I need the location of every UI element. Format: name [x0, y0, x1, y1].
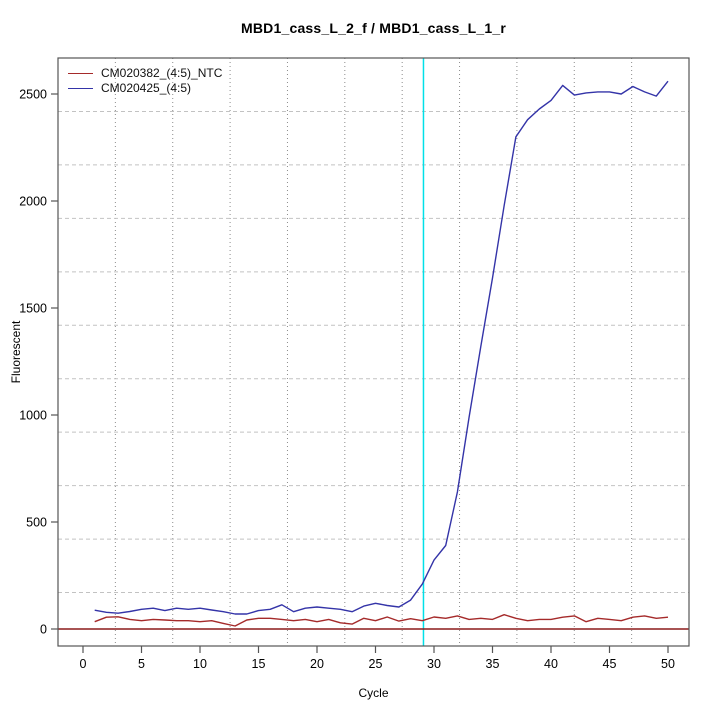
- legend-label-sample: CM020425_(4:5): [101, 81, 192, 95]
- legend: CM020382_(4:5)_NTC CM020425_(4:5): [68, 66, 222, 96]
- x-tick-label: 0: [80, 657, 87, 671]
- x-axis-title: Cycle: [358, 686, 389, 700]
- series-line-ntc: [94, 614, 669, 627]
- series-line-sample: [94, 80, 669, 615]
- x-tick-label: 45: [603, 657, 617, 671]
- x-tick-label: 20: [310, 657, 324, 671]
- y-tick-label: 500: [26, 516, 47, 530]
- chart-title: MBD1_cass_L_2_f / MBD1_cass_L_1_r: [241, 20, 506, 36]
- y-tick-label: 0: [40, 623, 47, 637]
- x-tick-label: 35: [486, 657, 500, 671]
- x-tick-label: 10: [193, 657, 207, 671]
- y-tick-label: 2000: [19, 195, 47, 209]
- x-tick-label: 25: [369, 657, 383, 671]
- legend-item-sample: CM020425_(4:5): [68, 81, 222, 96]
- x-tick-label: 30: [427, 657, 441, 671]
- y-axis-title: Fluorescent: [9, 320, 23, 384]
- x-tick-label: 5: [138, 657, 145, 671]
- legend-line-swatch-ntc: [68, 73, 93, 74]
- plot-box: [57, 57, 690, 647]
- legend-item-ntc: CM020382_(4:5)_NTC: [68, 66, 222, 81]
- x-tick-label: 15: [252, 657, 266, 671]
- x-tick-label: 50: [661, 657, 675, 671]
- y-tick-label: 1500: [19, 302, 47, 316]
- y-tick-label: 1000: [19, 409, 47, 423]
- y-tick-label: 2500: [19, 88, 47, 102]
- legend-line-swatch-sample: [68, 88, 93, 89]
- x-tick-label: 40: [544, 657, 558, 671]
- legend-label-ntc: CM020382_(4:5)_NTC: [101, 66, 223, 80]
